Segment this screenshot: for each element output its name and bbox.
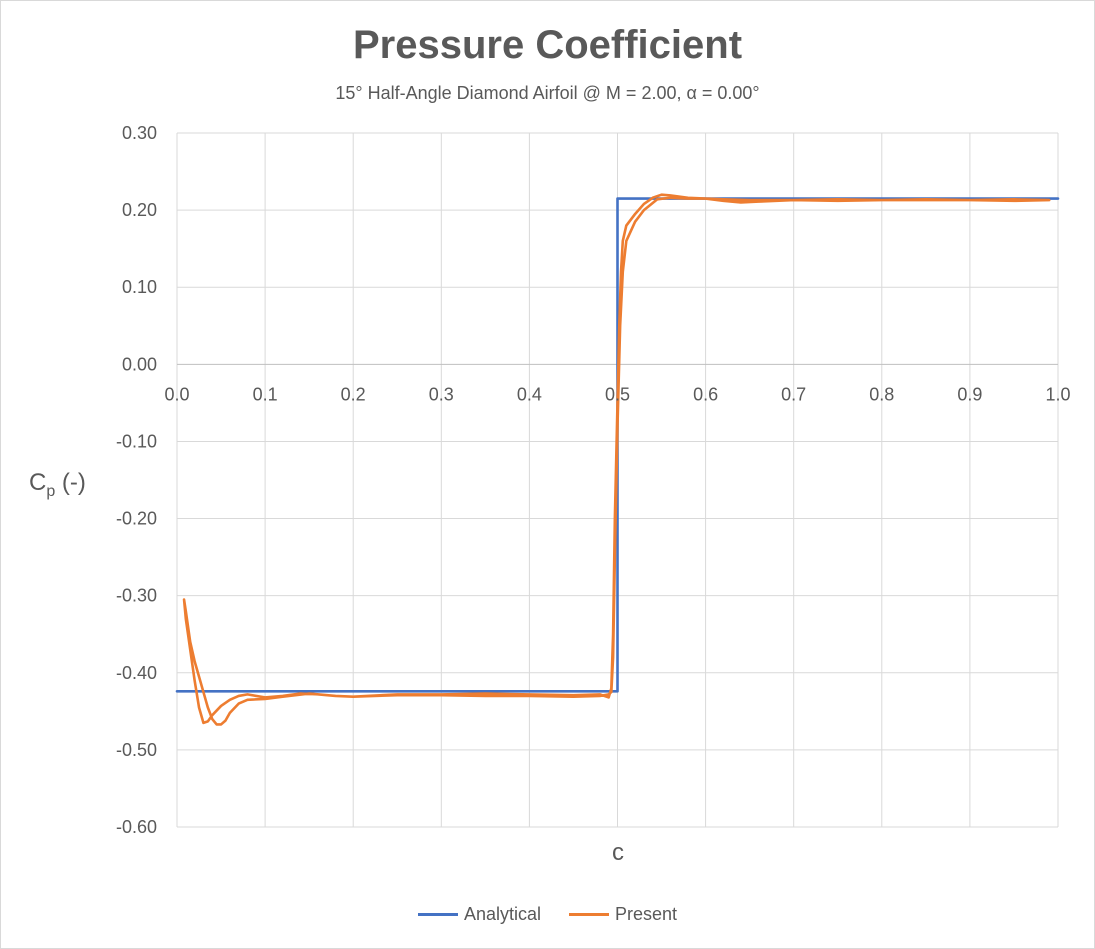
y-axis-label: Cp (-) [29,469,86,500]
chart-subtitle: 15° Half-Angle Diamond Airfoil @ M = 2.0… [335,83,760,103]
legend-label-analytical: Analytical [463,904,541,924]
y-tick-label: -0.60 [116,817,157,837]
legend-item-analytical: Analytical [417,904,541,925]
x-axis-label: c [612,839,624,866]
y-tick-label: 0.00 [122,354,157,374]
tick-label-layer: 0.30 0.20 0.10 0.00 -0.10 -0.20 -0.30 -0.40 -0.5… [116,123,1071,837]
legend: Analytical Present [1,904,1094,925]
y-tick-label: 0.20 [122,200,157,220]
x-tick-label: 0.8 [869,384,894,404]
series-layer [175,193,1060,726]
y-tick-label: 0.30 [122,123,157,143]
x-tick-label: 0.6 [693,384,718,404]
x-tick-label: 0.2 [341,384,366,404]
x-tick-label: 0.1 [253,384,278,404]
y-tick-label: 0.10 [122,277,157,297]
x-tick-label: 0.3 [429,384,454,404]
x-tick-label: 0.7 [781,384,806,404]
y-tick-label: -0.10 [116,431,157,451]
legend-swatch-analytical [417,913,458,916]
x-tick-label: 0.0 [164,384,189,404]
legend-item-present: Present [569,904,677,925]
legend-label-present: Present [615,904,678,924]
x-tick-label: 0.9 [957,384,982,404]
y-tick-label: -0.20 [116,509,157,529]
chart-title: Pressure Coefficient [352,23,743,67]
x-tick-label: 0.4 [517,384,542,404]
grid-layer [176,132,1059,828]
series-line-present [182,193,1051,726]
y-tick-label: -0.50 [116,740,157,760]
y-tick-label: -0.30 [116,586,157,606]
x-tick-label: 1.0 [1045,384,1070,404]
y-tick-label: -0.40 [116,663,157,683]
x-tick-label: 0.5 [605,384,630,404]
legend-swatch-present [569,913,609,916]
